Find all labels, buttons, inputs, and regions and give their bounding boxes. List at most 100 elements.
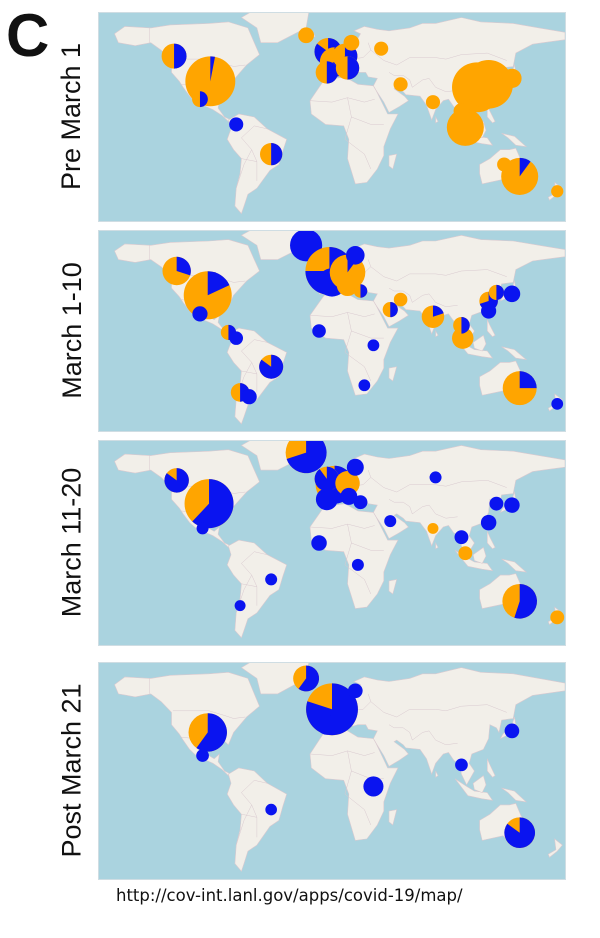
pie-mexico[interactable]: [196, 749, 209, 762]
landmass-philippines: [487, 319, 496, 338]
map-panel-march-11-20: [98, 440, 566, 646]
landmass-borneo: [472, 546, 487, 564]
pie-nordic[interactable]: [346, 458, 364, 476]
landmass-madagascar: [388, 366, 398, 382]
pie-colombia[interactable]: [229, 331, 243, 345]
landmass-madagascar: [388, 579, 398, 595]
pie-west-africa[interactable]: [312, 324, 326, 338]
pie-germany[interactable]: [335, 471, 360, 496]
landmass-new-guinea: [501, 346, 528, 361]
pie-iran[interactable]: [393, 77, 408, 92]
pie-greece-blue-slice: [360, 284, 368, 298]
pie-italy[interactable]: [340, 487, 358, 505]
landmass-indonesia: [454, 778, 494, 801]
pie-usa-blue-slice: [207, 271, 230, 296]
pie-nordic[interactable]: [346, 245, 365, 265]
pie-spain[interactable]: [316, 714, 337, 735]
world-map: [99, 13, 565, 221]
pie-japan[interactable]: [502, 68, 522, 89]
pie-italy-blue-slice: [347, 56, 360, 80]
landmass-greenland: [240, 663, 310, 695]
landmass-greenland: [240, 13, 310, 43]
world-map: [99, 663, 565, 879]
pie-east-africa[interactable]: [363, 776, 384, 797]
pie-thailand[interactable]: [453, 103, 470, 119]
country-border: [241, 780, 268, 818]
landmass-eurasia: [318, 667, 565, 786]
country-border: [235, 149, 252, 189]
pie-thailand[interactable]: [455, 758, 468, 772]
country-border: [370, 477, 507, 493]
pie-southeast-asia[interactable]: [446, 108, 484, 146]
country-border: [241, 551, 268, 587]
world-map: [99, 441, 565, 645]
country-border: [309, 312, 375, 317]
landmass-sri-lanka: [435, 115, 439, 124]
pie-iran[interactable]: [393, 292, 408, 307]
country-border: [241, 125, 268, 162]
pie-brazil[interactable]: [265, 803, 277, 816]
pie-russia-west[interactable]: [374, 41, 389, 56]
row-label-march-11-20: March 11-20: [56, 467, 87, 617]
pie-argentina[interactable]: [241, 389, 257, 405]
landmass-new-zealand: [547, 838, 563, 858]
map-panel-pre-march-1: [98, 12, 566, 222]
pie-new-zealand[interactable]: [551, 397, 564, 410]
pie-iceland-blue-slice: [298, 665, 320, 692]
pie-south-africa[interactable]: [358, 379, 371, 392]
pie-west-africa[interactable]: [311, 535, 327, 551]
pie-east-africa[interactable]: [367, 339, 380, 352]
pie-taiwan[interactable]: [480, 514, 497, 531]
pie-japan[interactable]: [504, 723, 520, 739]
pie-italy[interactable]: [336, 274, 359, 297]
pie-india[interactable]: [425, 95, 441, 110]
country-border: [388, 724, 458, 746]
pie-colombia[interactable]: [229, 117, 244, 132]
landmass-africa: [309, 728, 399, 841]
pie-mexico[interactable]: [192, 306, 208, 322]
pie-korea-blue-slice: [496, 284, 504, 301]
landmass-philippines: [487, 758, 496, 778]
landmass-eurasia: [318, 445, 565, 557]
pie-thailand[interactable]: [454, 530, 469, 545]
pie-usa-blue-slice: [210, 56, 215, 82]
pie-china-east[interactable]: [464, 59, 513, 109]
landmass-borneo: [472, 334, 487, 352]
pie-new-zealand[interactable]: [551, 185, 564, 198]
pie-australia-blue-slice: [519, 157, 531, 177]
pie-middle-east-blue-slice: [390, 301, 398, 318]
landmass-madagascar: [388, 153, 398, 170]
pie-new-zealand[interactable]: [550, 610, 565, 625]
pie-nordic[interactable]: [343, 34, 360, 51]
pie-chile[interactable]: [234, 600, 246, 612]
pie-usa-blue-slice: [196, 713, 227, 752]
pie-iceland[interactable]: [298, 27, 315, 44]
panel-letter: C: [6, 2, 50, 69]
pie-spain[interactable]: [315, 488, 338, 511]
pie-korea[interactable]: [489, 496, 504, 511]
country-border: [344, 542, 372, 595]
pie-greece[interactable]: [353, 495, 368, 510]
pie-central-africa[interactable]: [351, 558, 364, 571]
pie-russia-central[interactable]: [429, 471, 442, 484]
world-map: [99, 231, 565, 431]
pie-taiwan[interactable]: [481, 303, 497, 319]
pie-middle-east[interactable]: [384, 515, 397, 528]
row-label-post-march-21: Post March 21: [56, 682, 87, 858]
pie-brazil[interactable]: [265, 573, 278, 586]
landmass-new-guinea: [501, 133, 528, 148]
pie-australia-north[interactable]: [497, 157, 512, 172]
country-border: [347, 524, 384, 551]
pie-southeast-asia[interactable]: [458, 546, 473, 561]
pie-canada-west-blue-slice: [176, 256, 191, 276]
pie-southeast-asia[interactable]: [452, 327, 474, 349]
pie-nordic[interactable]: [347, 683, 363, 699]
pie-japan[interactable]: [504, 497, 520, 513]
pie-japan[interactable]: [503, 285, 521, 303]
source-url: http://cov-int.lanl.gov/apps/covid-19/ma…: [116, 886, 463, 905]
pie-mexico[interactable]: [196, 522, 209, 535]
pie-india[interactable]: [427, 522, 439, 534]
pie-canada-west-blue-slice: [174, 43, 187, 69]
landmass-eurasia: [318, 234, 565, 345]
country-border: [172, 710, 246, 719]
